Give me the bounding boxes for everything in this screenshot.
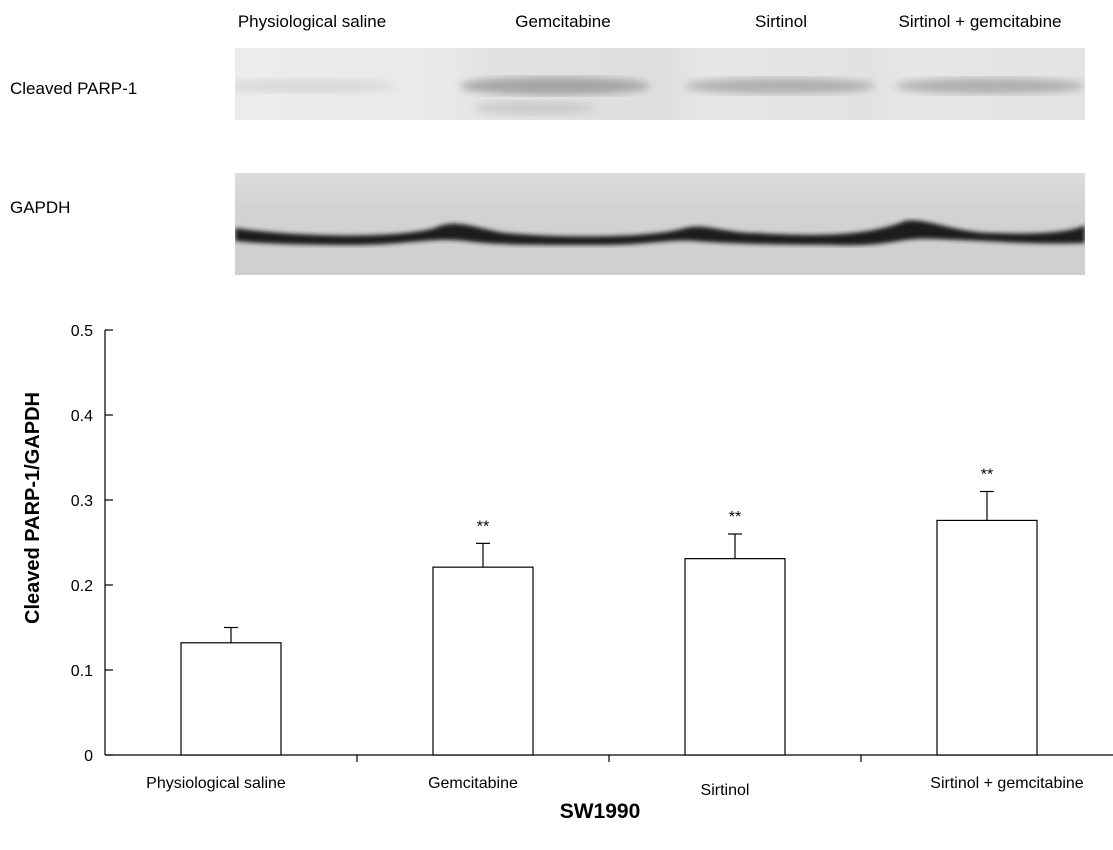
- bar: [180, 642, 282, 756]
- x-tick-label: Physiological saline: [146, 775, 286, 792]
- y-tick-label: 0: [84, 748, 93, 765]
- y-tick-label: 0.1: [71, 663, 93, 680]
- significance-marker: **: [477, 518, 489, 535]
- x-axis-label: SW1990: [560, 800, 641, 823]
- x-tick-label: Gemcitabine: [428, 775, 518, 792]
- blot-row-label-cleaved-parp1: Cleaved PARP-1: [10, 79, 138, 98]
- blot-lane-label-combo: Sirtinol + gemcitabine: [898, 12, 1062, 31]
- y-tick-label: 0.4: [71, 408, 93, 425]
- gapdh-blot-image: [235, 173, 1085, 275]
- bar: [684, 558, 786, 756]
- significance-marker: **: [729, 509, 741, 526]
- cleaved-parp1-blot-image: [235, 48, 1085, 120]
- x-tick-label: Sirtinol: [701, 782, 750, 799]
- y-axis-label: Cleaved PARP-1/GAPDH: [22, 392, 44, 624]
- blot-lane-label-sirtinol: Sirtinol: [755, 12, 807, 31]
- y-tick-label: 0.3: [71, 493, 93, 510]
- bar: [936, 519, 1038, 756]
- blot-lane-label-gemcitabine: Gemcitabine: [515, 12, 611, 31]
- y-tick-label: 0.5: [71, 323, 93, 340]
- blot-lane-label-saline: Physiological saline: [237, 12, 387, 31]
- bar: [432, 566, 534, 756]
- significance-marker: **: [981, 467, 993, 484]
- x-tick-label: Sirtinol + gemcitabine: [930, 775, 1084, 792]
- y-tick-label: 0.2: [71, 578, 93, 595]
- blot-row-label-gapdh: GAPDH: [10, 198, 71, 217]
